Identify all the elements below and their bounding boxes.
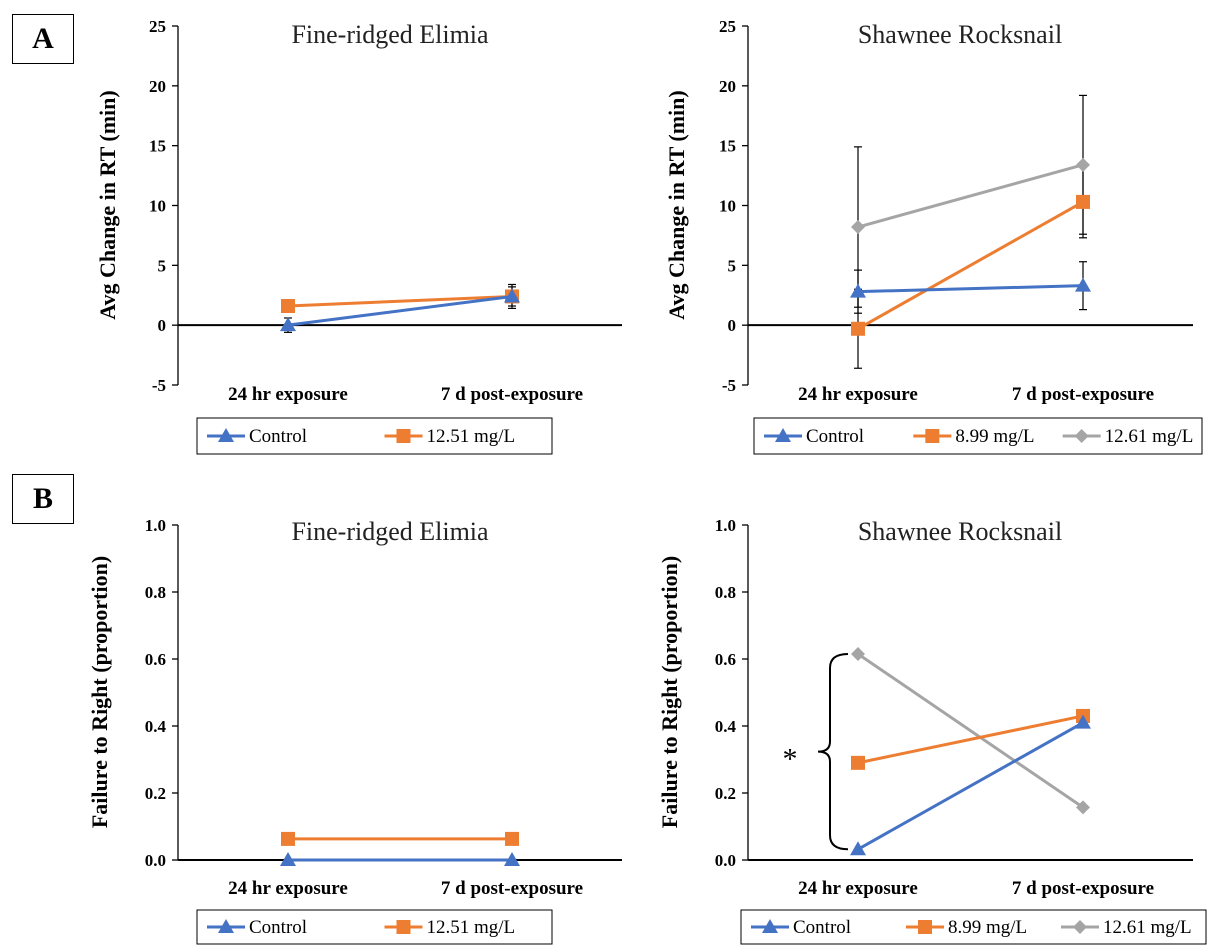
legend-box xyxy=(753,417,1203,455)
y-tick-label: 0.0 xyxy=(715,851,736,870)
legend-marker xyxy=(925,429,940,443)
legend-marker xyxy=(218,428,234,442)
data-point xyxy=(1076,800,1090,815)
y-tick-label: 0.4 xyxy=(145,717,167,736)
y-tick-label: 5 xyxy=(158,256,167,275)
y-tick-label: 15 xyxy=(149,137,166,156)
data-point xyxy=(505,831,519,846)
series-line xyxy=(857,163,1084,229)
series-line xyxy=(857,284,1084,294)
series-line xyxy=(857,721,1084,851)
y-tick-label: 0.6 xyxy=(715,650,736,669)
y-tick-label: 25 xyxy=(149,17,166,36)
y-tick-label: 0.8 xyxy=(715,583,736,602)
y-tick-label: 0.8 xyxy=(145,583,166,602)
x-category-label: 7 d post-exposure xyxy=(441,384,583,405)
data-point xyxy=(1076,157,1090,172)
x-category-label: 24 hr exposure xyxy=(798,384,918,405)
legend-label: 12.51 mg/L xyxy=(427,426,516,447)
y-tick-label: 5 xyxy=(728,256,737,275)
series-line xyxy=(857,652,1084,809)
data-point xyxy=(1075,277,1091,292)
y-tick-label: 0 xyxy=(158,316,167,335)
data-point xyxy=(851,220,865,235)
data-point xyxy=(851,321,865,336)
legend-label: 8.99 mg/L xyxy=(955,426,1034,447)
y-axis-label: Avg Change in RT (min) xyxy=(664,90,689,319)
y-tick-label: 0.2 xyxy=(145,784,166,803)
y-axis-label: Failure to Right (proportion) xyxy=(657,556,682,828)
y-tick-label: 10 xyxy=(149,197,166,216)
data-point xyxy=(281,831,295,846)
y-axis-label: Failure to Right (proportion) xyxy=(87,556,112,828)
legend-marker xyxy=(918,920,932,934)
series-line xyxy=(857,200,1084,331)
data-point xyxy=(851,755,865,770)
data-point xyxy=(851,646,865,661)
y-tick-label: 20 xyxy=(719,77,736,96)
legend-marker xyxy=(775,428,791,442)
legend-label: Control xyxy=(249,917,307,938)
data-point xyxy=(280,852,296,866)
data-point xyxy=(850,841,866,856)
chart-title: Shawnee Rocksnail xyxy=(858,20,1062,49)
legend-marker xyxy=(396,920,411,934)
y-tick-label: 1.0 xyxy=(145,516,166,535)
data-point xyxy=(504,852,520,866)
y-tick-label: 25 xyxy=(719,17,736,36)
series-line xyxy=(287,294,513,327)
chart-title: Fine-ridged Elimia xyxy=(291,20,489,49)
legend-label: 8.99 mg/L xyxy=(948,917,1027,938)
legend-label: 12.51 mg/L xyxy=(427,917,516,938)
legend-label: Control xyxy=(793,917,851,938)
chart-title: Shawnee Rocksnail xyxy=(858,517,1062,546)
y-tick-label: 0.0 xyxy=(145,851,166,870)
legend-box xyxy=(196,417,553,455)
y-tick-label: 15 xyxy=(719,137,736,156)
data-point xyxy=(280,317,296,332)
x-category-label: 24 hr exposure xyxy=(798,878,918,899)
x-category-label: 24 hr exposure xyxy=(228,878,348,899)
significance-asterisk: * xyxy=(783,743,798,776)
panel-label-b: B xyxy=(12,474,74,524)
y-tick-label: -5 xyxy=(152,376,166,395)
data-point xyxy=(504,288,520,303)
legend-marker xyxy=(762,919,778,933)
legend-marker xyxy=(1073,920,1087,934)
x-category-label: 7 d post-exposure xyxy=(441,878,583,899)
legend-box xyxy=(196,909,553,945)
y-tick-label: 10 xyxy=(719,197,736,216)
chart-title: Fine-ridged Elimia xyxy=(291,517,489,546)
data-point xyxy=(1076,194,1090,209)
series-line xyxy=(287,294,513,308)
significance-bracket xyxy=(817,652,849,851)
data-point xyxy=(281,299,295,314)
y-tick-label: -5 xyxy=(722,376,736,395)
data-point xyxy=(1075,714,1091,729)
x-category-label: 7 d post-exposure xyxy=(1012,878,1154,899)
y-tick-label: 0 xyxy=(728,316,737,335)
y-tick-label: 20 xyxy=(149,77,166,96)
panel-label-a: A xyxy=(12,14,74,64)
legend-label: Control xyxy=(806,426,864,447)
y-tick-label: 1.0 xyxy=(715,516,736,535)
legend-marker xyxy=(1074,429,1089,443)
x-category-label: 24 hr exposure xyxy=(228,384,348,405)
y-tick-label: 0.2 xyxy=(715,784,736,803)
x-category-label: 7 d post-exposure xyxy=(1012,384,1154,405)
y-axis-label: Avg Change in RT (min) xyxy=(95,90,120,319)
legend-box xyxy=(740,909,1207,945)
y-tick-label: 0.4 xyxy=(715,717,737,736)
y-tick-label: 0.6 xyxy=(145,650,166,669)
legend-marker xyxy=(218,919,234,933)
legend-label: 12.61 mg/L xyxy=(1103,917,1192,938)
data-point xyxy=(850,283,866,298)
legend-marker xyxy=(396,429,411,443)
legend-label: 12.61 mg/L xyxy=(1105,426,1194,447)
legend-label: Control xyxy=(249,426,307,447)
series-line xyxy=(857,714,1084,765)
